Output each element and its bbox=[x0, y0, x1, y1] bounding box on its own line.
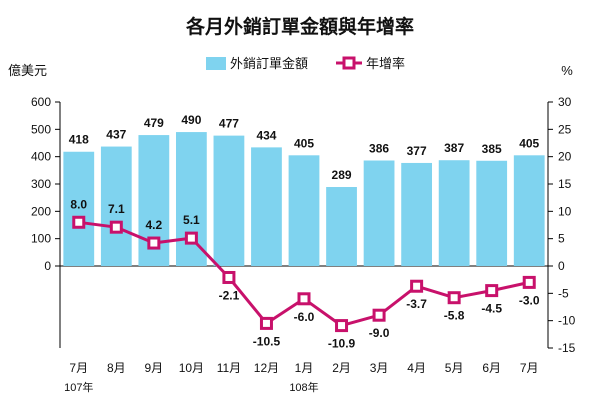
left-axis-unit: 億美元 bbox=[8, 63, 47, 78]
left-tick-label: 600 bbox=[31, 95, 51, 109]
bar[interactable] bbox=[438, 160, 470, 266]
bar-value-label: 434 bbox=[256, 128, 276, 142]
x-tick-label: 8月 bbox=[107, 361, 126, 375]
growth-value-label: 7.1 bbox=[108, 202, 125, 216]
bar-value-label: 385 bbox=[482, 142, 502, 156]
x-tick-label: 10月 bbox=[179, 361, 204, 375]
bar-value-label: 479 bbox=[144, 116, 164, 130]
right-axis-unit: % bbox=[561, 63, 573, 78]
legend-line-marker bbox=[342, 56, 356, 70]
bar-value-label: 437 bbox=[106, 128, 126, 142]
left-tick-label: 300 bbox=[31, 177, 51, 191]
x-tick-label: 3月 bbox=[370, 361, 389, 375]
growth-point[interactable] bbox=[485, 284, 499, 298]
growth-point[interactable] bbox=[259, 316, 273, 330]
left-tick-label: 400 bbox=[31, 150, 51, 164]
bar-value-label: 477 bbox=[219, 117, 239, 131]
bar-value-label: 387 bbox=[444, 141, 464, 155]
growth-point[interactable] bbox=[184, 231, 198, 245]
growth-value-label: -3.0 bbox=[519, 293, 540, 307]
chart-title: 各月外銷訂單金額與年增率 bbox=[185, 15, 414, 38]
year-label: 108年 bbox=[289, 380, 318, 394]
bar[interactable] bbox=[288, 155, 320, 266]
bar[interactable] bbox=[213, 135, 245, 266]
right-tick-label: -15 bbox=[558, 341, 576, 355]
year-label: 107年 bbox=[64, 380, 93, 394]
growth-value-label: -4.5 bbox=[481, 302, 502, 316]
growth-point[interactable] bbox=[447, 291, 461, 305]
growth-value-label: -10.9 bbox=[328, 337, 356, 351]
growth-point[interactable] bbox=[147, 236, 161, 250]
bar-value-label: 490 bbox=[181, 113, 201, 127]
axes: 0 100 200 300 400 500 600 -15 -10 -5 0 5 10 15 20 25 30 bbox=[31, 95, 576, 355]
growth-value-label: -2.1 bbox=[219, 288, 240, 302]
legend-line-label: 年增率 bbox=[366, 56, 405, 71]
legend-bar-swatch bbox=[206, 57, 226, 70]
x-tick-label: 2月 bbox=[332, 361, 351, 375]
right-tick-label: 5 bbox=[558, 232, 565, 246]
right-tick-label: 20 bbox=[558, 150, 572, 164]
x-tick-label: 1月 bbox=[295, 361, 314, 375]
right-tick-label: 10 bbox=[558, 204, 572, 218]
x-tick-label: 11月 bbox=[217, 361, 241, 375]
x-tick-label: 7月 bbox=[520, 361, 539, 375]
growth-value-label: 8.0 bbox=[70, 197, 87, 211]
x-tick-label: 4月 bbox=[407, 361, 426, 375]
bar[interactable] bbox=[326, 187, 357, 266]
growth-value-label: -6.0 bbox=[294, 310, 315, 324]
growth-value-label: 5.1 bbox=[183, 213, 200, 227]
x-axis-labels: 7月 8月 9月 10月 11月 12月 1月 2月 3月 4月 5月 6月 7月 107年 108年 bbox=[64, 361, 538, 394]
x-tick-label: 5月 bbox=[445, 361, 464, 375]
right-tick-label: 30 bbox=[558, 95, 572, 109]
right-tick-label: -10 bbox=[558, 314, 576, 328]
x-tick-label: 6月 bbox=[482, 361, 501, 375]
growth-point[interactable] bbox=[335, 319, 349, 333]
growth-point[interactable] bbox=[522, 275, 536, 289]
bar-value-label: 377 bbox=[407, 144, 427, 158]
bar-value-label: 289 bbox=[332, 168, 352, 182]
bar[interactable] bbox=[513, 155, 545, 266]
growth-point[interactable] bbox=[297, 292, 311, 306]
x-tick-label: 12月 bbox=[254, 361, 279, 375]
legend-bar-label: 外銷訂單金額 bbox=[230, 56, 308, 71]
left-tick-label: 200 bbox=[31, 204, 51, 218]
growth-value-label: 4.2 bbox=[146, 218, 163, 232]
growth-point[interactable] bbox=[222, 270, 236, 284]
left-tick-label: 500 bbox=[31, 122, 51, 136]
x-tick-label: 7月 bbox=[69, 361, 88, 375]
bar-value-label: 405 bbox=[294, 136, 314, 150]
right-tick-label: 25 bbox=[558, 122, 572, 136]
left-tick-label: 0 bbox=[44, 259, 51, 273]
bar[interactable] bbox=[175, 132, 207, 266]
right-tick-label: 0 bbox=[558, 259, 565, 273]
growth-line: 8.0 7.1 4.2 5.1 -2.1 -10.5 -6.0 -10.9 -9.0 -3.7 -5… bbox=[70, 197, 539, 350]
right-tick-label: -5 bbox=[558, 286, 569, 300]
right-tick-label: 15 bbox=[558, 177, 572, 191]
bar[interactable] bbox=[100, 146, 132, 266]
x-tick-label: 9月 bbox=[145, 361, 164, 375]
growth-value-label: -3.7 bbox=[406, 297, 427, 311]
bar-labels: 418 437 479 490 477 434 405 289 386 377 387 385 405 bbox=[69, 113, 540, 182]
bar[interactable] bbox=[63, 151, 95, 266]
bars bbox=[63, 132, 545, 266]
left-tick-label: 100 bbox=[31, 232, 51, 246]
bar[interactable] bbox=[251, 147, 282, 266]
bar-value-label: 418 bbox=[69, 133, 89, 147]
growth-point[interactable] bbox=[410, 279, 424, 293]
growth-value-label: -5.8 bbox=[444, 309, 465, 323]
growth-point[interactable] bbox=[109, 220, 123, 234]
bar-value-label: 386 bbox=[369, 141, 389, 155]
legend: 外銷訂單金額 年增率 bbox=[206, 56, 405, 71]
bar[interactable] bbox=[363, 160, 395, 266]
growth-value-label: -9.0 bbox=[369, 326, 390, 340]
growth-value-label: -10.5 bbox=[253, 334, 281, 348]
bar[interactable] bbox=[476, 160, 508, 266]
bar-value-label: 405 bbox=[519, 136, 539, 150]
bar[interactable] bbox=[401, 162, 433, 266]
growth-point[interactable] bbox=[372, 308, 386, 322]
growth-point[interactable] bbox=[72, 215, 86, 229]
